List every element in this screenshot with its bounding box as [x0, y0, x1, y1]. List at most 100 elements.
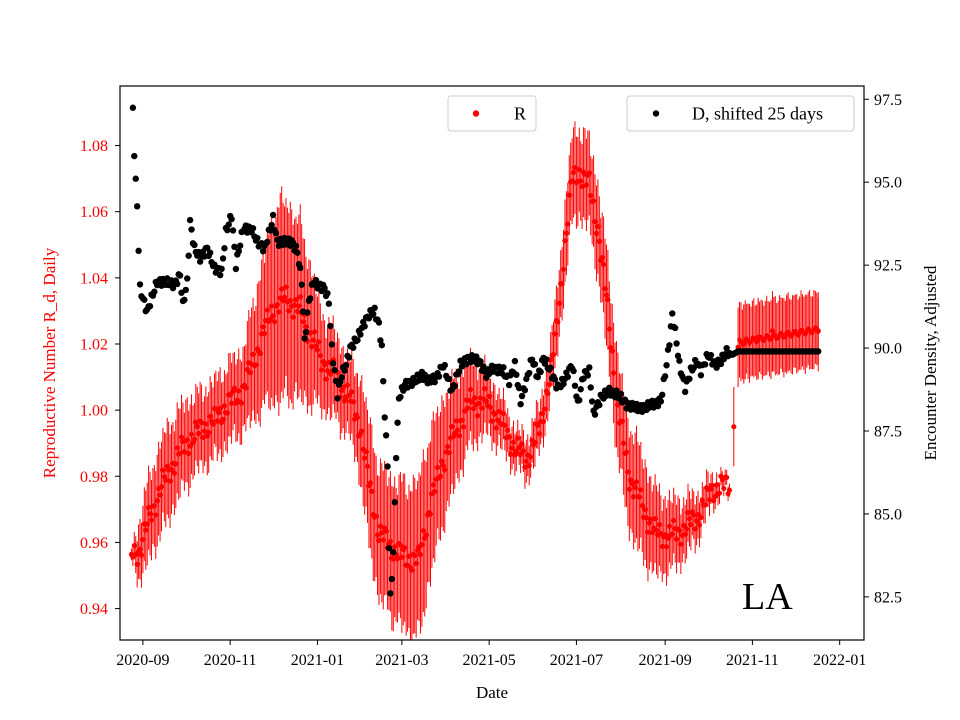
- r-point: [472, 395, 478, 401]
- r-point: [440, 463, 446, 469]
- r-point: [482, 386, 488, 392]
- r-point: [682, 531, 688, 537]
- x-axis-title: Date: [476, 683, 508, 702]
- r-point: [261, 330, 268, 337]
- r-point: [603, 292, 610, 298]
- legend-r: R: [447, 95, 537, 132]
- d-point: [341, 367, 348, 374]
- d-point: [182, 286, 190, 294]
- y-axis-left-title: Reproductive Number R_d, Daily: [40, 247, 59, 478]
- r-point: [379, 530, 385, 536]
- r-point: [653, 527, 660, 533]
- r-point: [683, 526, 690, 532]
- d-point: [584, 372, 592, 379]
- d-point: [302, 328, 310, 336]
- r-point: [523, 458, 529, 464]
- r-point: [535, 422, 541, 429]
- r-point: [200, 434, 206, 441]
- r-point: [144, 521, 150, 527]
- d-point: [307, 295, 314, 302]
- d-point: [577, 386, 584, 393]
- d-point: [297, 264, 304, 272]
- r-point: [394, 556, 401, 562]
- r-point: [686, 516, 693, 522]
- r-point: [579, 183, 585, 190]
- r-point: [392, 544, 398, 550]
- y-axis-right-title: Encounter Density, Adjusted: [921, 265, 940, 460]
- r-point: [420, 528, 426, 534]
- y-left-tick-label: 1.06: [80, 204, 108, 221]
- r-point: [500, 410, 507, 417]
- y-left-tick-label: 1.08: [80, 138, 108, 155]
- x-tick-label: 2021-09: [638, 652, 691, 669]
- r-point: [271, 319, 278, 325]
- r-point: [171, 470, 177, 476]
- d-point: [218, 265, 225, 273]
- r-point: [157, 492, 163, 498]
- d-point: [388, 575, 396, 583]
- r-point: [492, 411, 498, 417]
- r-point: [662, 532, 668, 538]
- r-point: [636, 494, 642, 500]
- d-point: [674, 352, 682, 360]
- r-point: [570, 169, 577, 176]
- d-point: [697, 372, 705, 379]
- region-annotation: LA: [742, 576, 793, 618]
- r-point: [399, 554, 405, 560]
- d-point: [225, 221, 232, 228]
- r-point: [437, 473, 444, 479]
- r-point: [427, 511, 434, 517]
- r-point: [417, 551, 424, 558]
- legend-d-box: [626, 95, 855, 132]
- r-point: [446, 450, 452, 456]
- r-point: [322, 362, 328, 368]
- y-right-tick-label: 87.5: [874, 424, 902, 441]
- r-point: [496, 408, 502, 414]
- r-point: [264, 307, 270, 313]
- d-point: [191, 241, 198, 249]
- d-point: [394, 419, 401, 426]
- r-point: [147, 511, 153, 517]
- r-point: [191, 436, 197, 442]
- d-point: [717, 360, 725, 368]
- d-point: [381, 414, 388, 421]
- r-point: [456, 433, 462, 439]
- r-point: [311, 329, 318, 335]
- r-point: [673, 536, 680, 542]
- r-point: [402, 545, 408, 551]
- r-point: [455, 427, 461, 433]
- r-point: [643, 515, 650, 521]
- r-point: [542, 406, 548, 412]
- d-point: [301, 335, 308, 342]
- r-point: [615, 402, 621, 408]
- r-point: [177, 450, 183, 456]
- r-point: [196, 430, 202, 437]
- y-axis-left: 0.94 0.96 0.98 1.00 1.02 1.04 1.06 1.08: [80, 138, 120, 618]
- r-point: [146, 505, 152, 511]
- d-point: [298, 281, 305, 288]
- r-point: [319, 367, 325, 373]
- r-point: [367, 480, 373, 486]
- d-point: [321, 284, 328, 292]
- d-point: [292, 242, 300, 250]
- r-point: [148, 517, 155, 523]
- r-point: [313, 343, 319, 349]
- r-point: [731, 424, 737, 430]
- r-point: [526, 462, 532, 469]
- d-point: [357, 331, 364, 338]
- r-point: [545, 390, 551, 397]
- r-point: [656, 521, 663, 528]
- r-point: [518, 451, 524, 458]
- r-point: [380, 537, 386, 543]
- d-point: [361, 323, 368, 330]
- r-point: [158, 484, 165, 490]
- r-point: [267, 316, 273, 323]
- d-point: [370, 310, 377, 318]
- r-point: [397, 542, 404, 548]
- r-point: [645, 529, 651, 535]
- d-point: [397, 393, 404, 401]
- r-point: [748, 339, 754, 344]
- r-point: [281, 294, 288, 300]
- r-point: [659, 543, 665, 550]
